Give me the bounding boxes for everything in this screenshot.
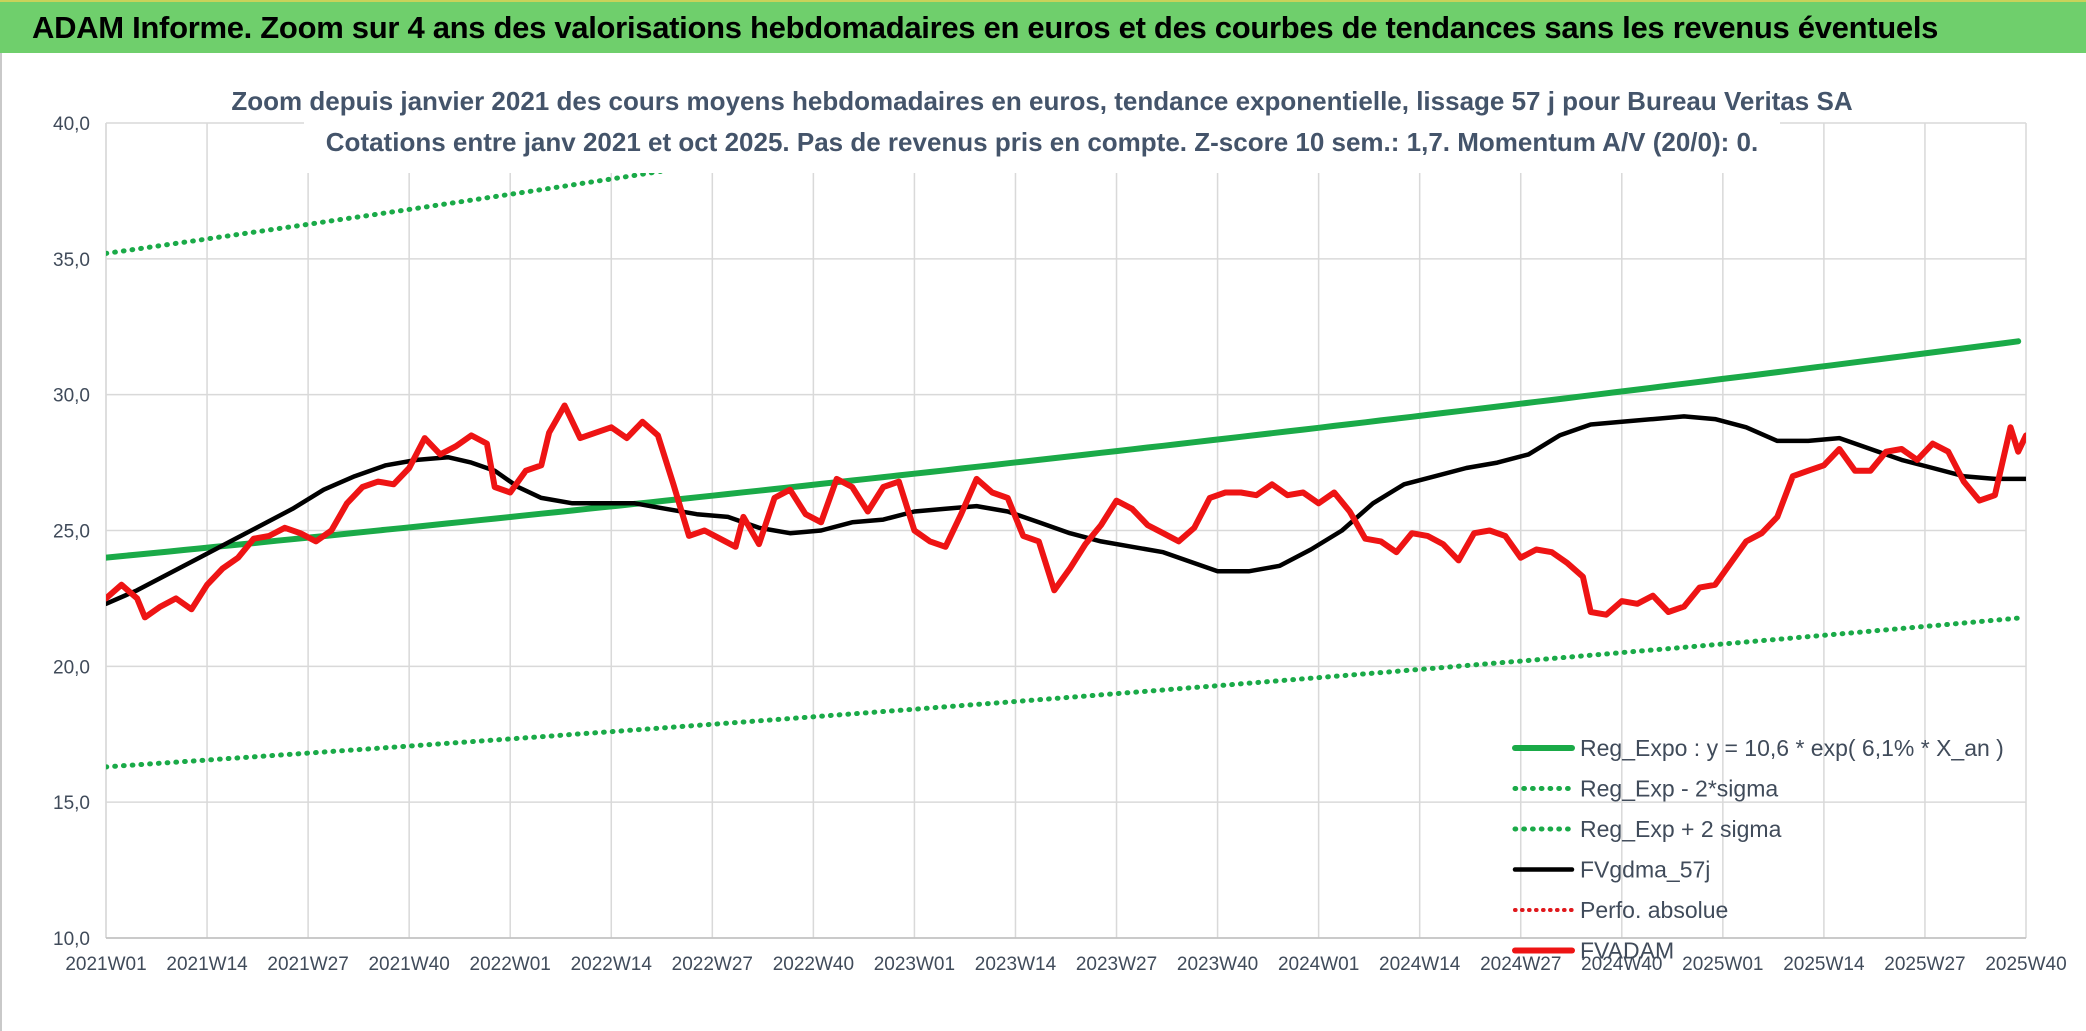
chart-title-line-2: Cotations entre janv 2021 et oct 2025. P… <box>326 127 1758 157</box>
series-layer <box>106 123 2026 770</box>
series-line-2 <box>106 123 984 256</box>
x-tick-label: 2025W40 <box>1985 954 2066 975</box>
x-tick-label: 2022W14 <box>571 954 653 975</box>
x-tick-label: 2021W40 <box>368 954 449 975</box>
series-line-3 <box>106 414 2026 607</box>
x-tick-label: 2022W40 <box>773 954 854 975</box>
chart-frame: 10,0 15,0 20,0 25,0 30,0 35,0 40,0 2021W01 2021… <box>0 53 2086 1031</box>
y-tick-label: 40,0 <box>53 114 90 135</box>
y-tick-label: 35,0 <box>53 250 90 271</box>
x-tick-label: 2024W27 <box>1480 954 1561 975</box>
chart-legend: Reg_Expo : y = 10,6 * exp( 6,1% * X_an )… <box>1512 735 2004 964</box>
legend-label-0: Reg_Expo : y = 10,6 * exp( 6,1% * X_an ) <box>1580 735 2004 761</box>
legend-label-5: FVADAM <box>1580 938 1674 964</box>
x-tick-label: 2024W40 <box>1581 954 1662 975</box>
y-tick-label: 15,0 <box>53 793 90 814</box>
x-tick-label: 2022W01 <box>470 954 551 975</box>
trend-chart: 10,015,020,025,030,035,040,0 2021W01 2021… <box>53 75 2067 975</box>
x-tick-label: 2023W40 <box>1177 954 1258 975</box>
legend-label-2: Reg_Exp + 2 sigma <box>1580 816 1782 842</box>
y-tick-label: 10,0 <box>53 929 90 950</box>
chart-title-line-1: Zoom depuis janvier 2021 des cours moyen… <box>231 86 1852 116</box>
page-title: ADAM Informe. Zoom sur 4 ans des valoris… <box>32 10 1939 45</box>
legend-label-3: FVgdma_57j <box>1580 857 1710 883</box>
x-tick-label: 2023W01 <box>874 954 955 975</box>
x-tick-label: 2021W14 <box>166 954 248 975</box>
x-axis: 2021W01 2021W14 2021W27 2021W40 2022W01 2022W… <box>65 954 2066 975</box>
x-tick-label: 2023W14 <box>975 954 1057 975</box>
x-tick-label: 2024W14 <box>1379 954 1461 975</box>
chart-grid <box>105 122 2027 939</box>
y-tick-label: 25,0 <box>53 522 90 543</box>
x-tick-label: 2025W27 <box>1884 954 1965 975</box>
x-tick-label: 2021W01 <box>65 954 146 975</box>
y-tick-label: 30,0 <box>53 386 90 407</box>
header-bar: ADAM Informe. Zoom sur 4 ans des valoris… <box>0 0 2086 53</box>
chart-title-background <box>304 75 1780 173</box>
y-tick-label: 20,0 <box>53 657 90 678</box>
series-line-5 <box>106 402 2026 621</box>
x-tick-label: 2022W27 <box>672 954 753 975</box>
x-tick-label: 2025W01 <box>1682 954 1763 975</box>
x-tick-label: 2025W14 <box>1783 954 1865 975</box>
x-tick-label: 2023W27 <box>1076 954 1157 975</box>
x-tick-label: 2021W27 <box>267 954 348 975</box>
x-tick-label: 2024W01 <box>1278 954 1359 975</box>
legend-label-1: Reg_Exp - 2*sigma <box>1580 776 1778 802</box>
series-line-0 <box>106 338 2022 561</box>
y-axis: 10,0 15,0 20,0 25,0 30,0 35,0 40,0 <box>53 114 90 950</box>
legend-label-4: Perfo. absolue <box>1580 897 1728 923</box>
